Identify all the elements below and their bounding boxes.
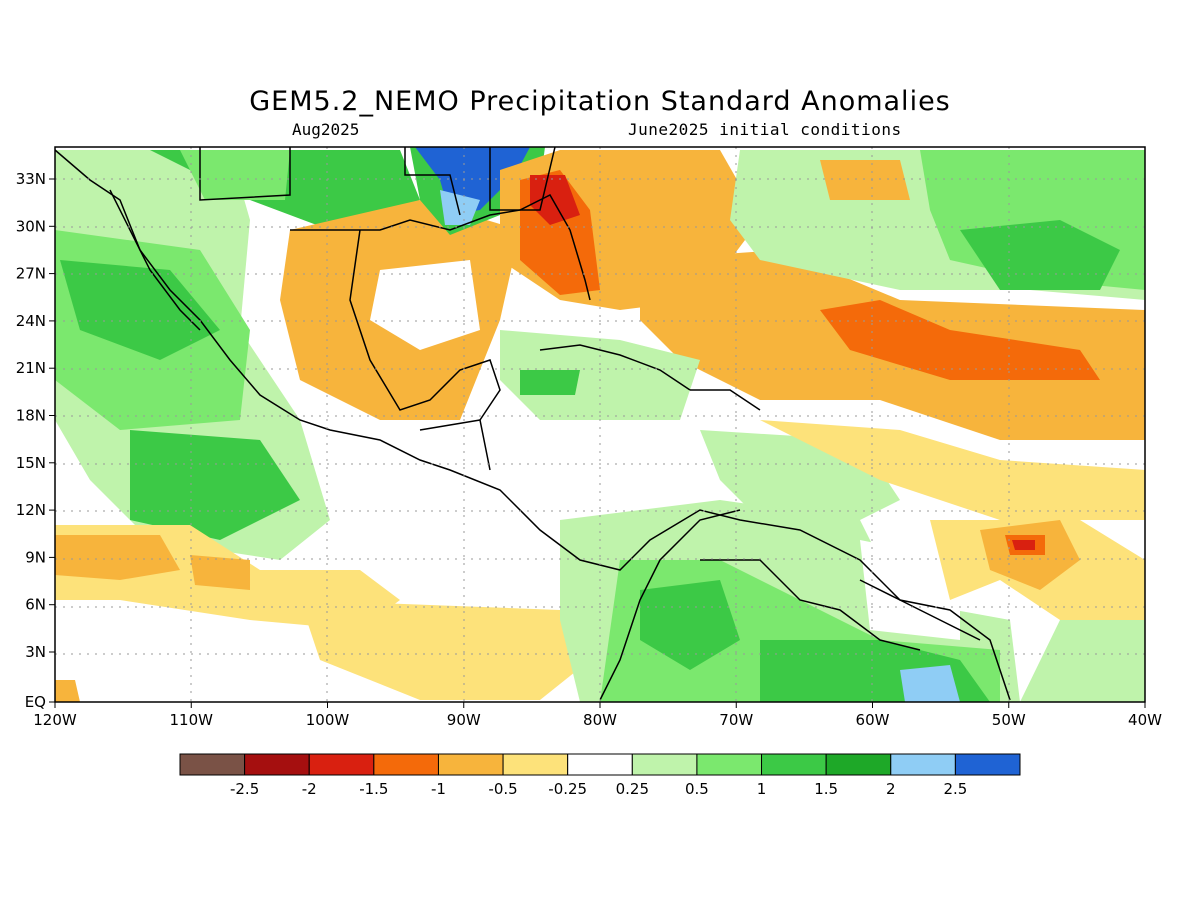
colorbar-swatch bbox=[890, 753, 956, 776]
colorbar-swatch bbox=[502, 753, 569, 776]
colorbar: -2.5 -2 -1.5 -1 -0.5 -0.25 0.25 0.5 1 1.5 2 2.5 bbox=[179, 753, 1021, 798]
lat-label: 33N bbox=[16, 170, 46, 188]
coastlines bbox=[54, 146, 1011, 701]
colorbar-label: -2 bbox=[302, 780, 317, 798]
colorbar-label: -1 bbox=[431, 780, 446, 798]
colorbar-swatch bbox=[696, 753, 763, 776]
lat-label: 24N bbox=[16, 312, 46, 330]
lon-label: 70W bbox=[719, 711, 753, 729]
lon-label: 100W bbox=[306, 711, 350, 729]
lat-label: 3N bbox=[25, 643, 46, 661]
lat-label: 12N bbox=[16, 501, 46, 519]
colorbar-label: 0.5 bbox=[685, 780, 709, 798]
colorbar-swatch bbox=[761, 753, 827, 776]
lat-label: 18N bbox=[16, 407, 46, 425]
lat-label: 21N bbox=[16, 359, 46, 377]
longitude-axis: 120W 110W 100W 90W 80W 70W 60W 50W 40W bbox=[33, 702, 1162, 729]
lat-label: 6N bbox=[25, 596, 46, 614]
map-title: GEM5.2_NEMO Precipitation Standard Anoma… bbox=[249, 86, 951, 117]
colorbar-label: 0.25 bbox=[616, 780, 649, 798]
colorbar-swatch bbox=[954, 753, 1021, 776]
colorbar-swatch bbox=[373, 753, 439, 776]
colorbar-swatch bbox=[179, 753, 246, 776]
colorbar-swatch bbox=[567, 753, 633, 776]
latitude-axis: 33N 30N 27N 24N 21N 18N 15N 12N 9N 6N 3N EQ bbox=[16, 170, 55, 711]
anomaly-field bbox=[55, 147, 1145, 702]
lon-label: 80W bbox=[583, 711, 617, 729]
lat-label: 9N bbox=[25, 548, 46, 566]
lat-label: 15N bbox=[16, 454, 46, 472]
colorbar-label: 1.5 bbox=[814, 780, 838, 798]
lon-label: 50W bbox=[992, 711, 1026, 729]
colorbar-swatch bbox=[437, 753, 504, 776]
lon-label: 60W bbox=[856, 711, 890, 729]
lat-label: 30N bbox=[16, 217, 46, 235]
colorbar-label: -0.5 bbox=[488, 780, 517, 798]
colorbar-label: 2 bbox=[886, 780, 896, 798]
colorbar-swatch bbox=[308, 753, 375, 776]
colorbar-label: -1.5 bbox=[359, 780, 388, 798]
lat-label: 27N bbox=[16, 265, 46, 283]
colorbar-label: 1 bbox=[757, 780, 767, 798]
graticule bbox=[55, 147, 1145, 702]
lon-label: 90W bbox=[447, 711, 481, 729]
colorbar-label: 2.5 bbox=[943, 780, 967, 798]
lon-label: 110W bbox=[170, 711, 214, 729]
lon-label: 120W bbox=[33, 711, 77, 729]
colorbar-swatch bbox=[825, 753, 892, 776]
colorbar-label: -0.25 bbox=[548, 780, 587, 798]
initial-conditions: June2025 initial conditions bbox=[628, 120, 902, 139]
colorbar-swatch bbox=[244, 753, 310, 776]
colorbar-label: -2.5 bbox=[230, 780, 259, 798]
lat-label: EQ bbox=[25, 693, 46, 711]
colorbar-swatch bbox=[631, 753, 698, 776]
valid-month: Aug2025 bbox=[292, 120, 360, 139]
lon-label: 40W bbox=[1128, 711, 1162, 729]
